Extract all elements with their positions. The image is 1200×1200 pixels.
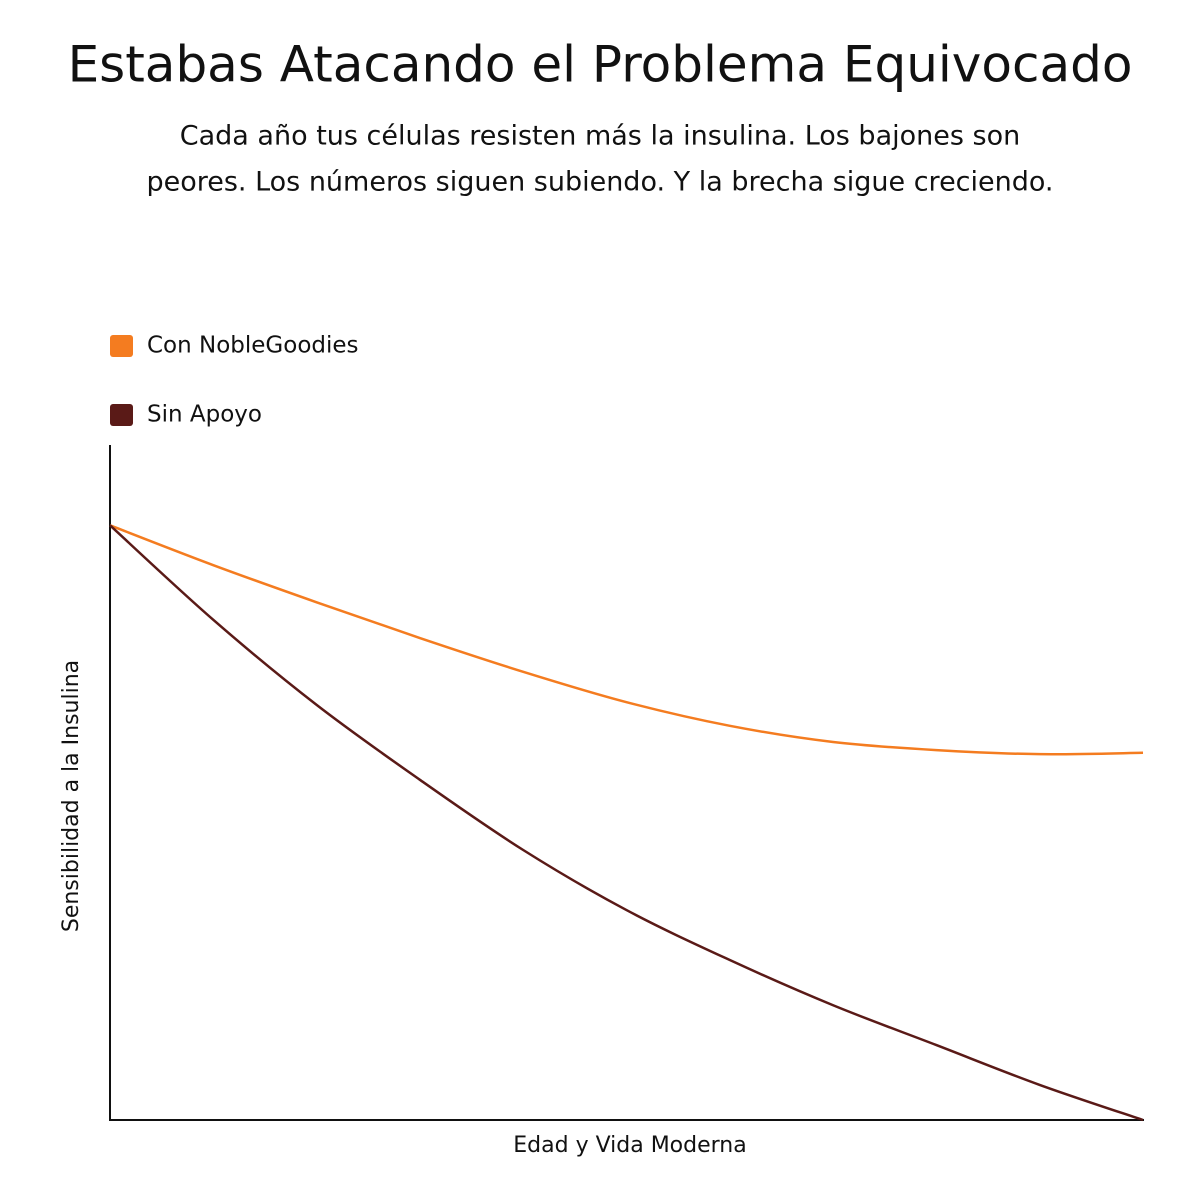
legend-swatch (110, 335, 133, 357)
subtitle: Cada año tus células resisten más la ins… (180, 121, 1020, 152)
line (109, 524, 1144, 1122)
legend-swatch (110, 404, 133, 426)
subtitle: peores. Los números siguen subiendo. Y l… (146, 167, 1053, 198)
y-axis-label: Sensibilidad a la Insulina (59, 660, 84, 932)
x-axis-label: Edad y Vida Moderna (513, 1133, 746, 1158)
line (109, 524, 1144, 756)
legend-label: Sin Apoyo (147, 402, 262, 428)
chart-title: Estabas Atacando el Problema Equivocado (68, 36, 1133, 94)
legend-label: Con NobleGoodies (147, 333, 359, 359)
